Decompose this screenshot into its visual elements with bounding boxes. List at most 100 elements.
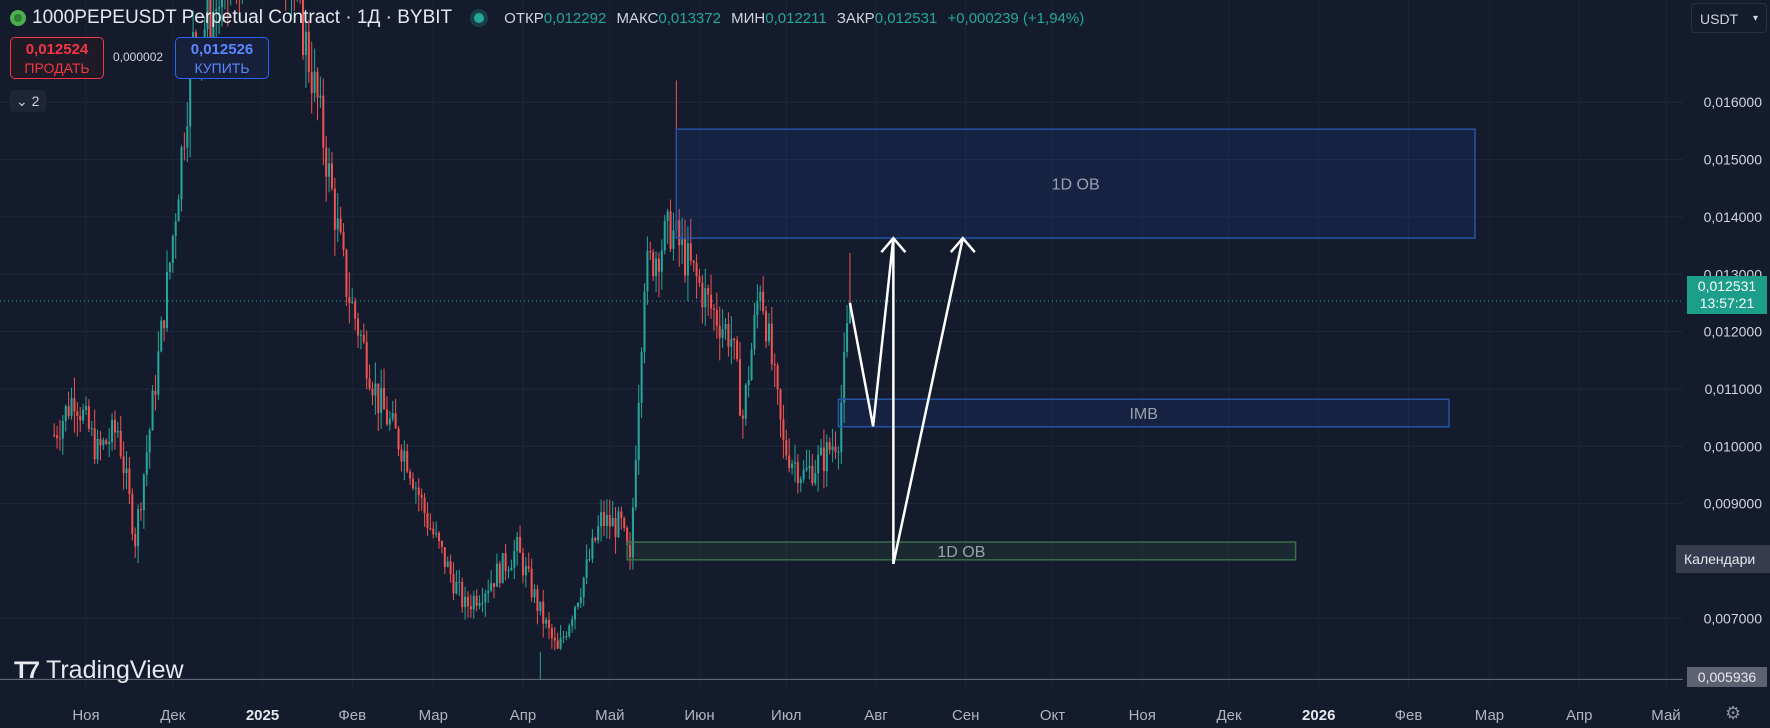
candle bbox=[116, 421, 119, 438]
ohlc-high-value: 0,013372 bbox=[658, 9, 721, 27]
candle bbox=[440, 540, 443, 554]
candle-body bbox=[131, 494, 134, 535]
candle bbox=[227, 0, 229, 27]
gear-icon[interactable]: ⚙ bbox=[1725, 703, 1742, 723]
candle bbox=[105, 438, 108, 445]
candle-body bbox=[180, 147, 183, 200]
candle bbox=[131, 488, 134, 541]
ohlc-low-value: 0,012211 bbox=[765, 9, 827, 27]
candle bbox=[785, 429, 788, 460]
buy-button[interactable]: 0,012526 КУПИТЬ bbox=[175, 37, 269, 79]
tradingview-logo[interactable]: T7 TradingView bbox=[14, 656, 184, 685]
candle-body bbox=[770, 323, 773, 365]
candle bbox=[362, 323, 365, 344]
candle-body bbox=[209, 0, 212, 40]
candle-body bbox=[76, 411, 79, 416]
candle-body bbox=[380, 387, 383, 413]
candle-body bbox=[640, 352, 643, 403]
candle bbox=[449, 554, 452, 583]
candle-body bbox=[759, 291, 762, 302]
market-status-icon[interactable] bbox=[474, 13, 485, 23]
candle bbox=[597, 515, 600, 544]
brand-name: TradingView bbox=[46, 656, 184, 684]
candle-body bbox=[487, 590, 490, 594]
candle bbox=[559, 624, 562, 651]
candle-body bbox=[698, 276, 701, 283]
candle bbox=[96, 429, 99, 465]
candle-body bbox=[145, 452, 148, 475]
candle-body bbox=[744, 385, 747, 419]
candle bbox=[524, 557, 527, 588]
price-tick: 0,011000 bbox=[1705, 381, 1763, 397]
candle bbox=[493, 583, 496, 599]
candle bbox=[160, 316, 163, 353]
candle-body bbox=[67, 406, 70, 416]
candle bbox=[681, 217, 684, 264]
calendar-button[interactable]: Календари bbox=[1676, 545, 1770, 573]
candle-body bbox=[793, 462, 796, 464]
candle bbox=[510, 559, 513, 571]
candle-body bbox=[843, 351, 846, 403]
sell-label: ПРОДАТЬ bbox=[24, 60, 90, 76]
candle bbox=[466, 591, 469, 618]
candle bbox=[623, 516, 626, 532]
candle bbox=[371, 381, 374, 406]
candle-body bbox=[406, 450, 409, 472]
candle bbox=[750, 342, 753, 382]
candle-body bbox=[400, 449, 403, 462]
candle bbox=[111, 413, 114, 451]
candle bbox=[220, 0, 224, 27]
candle bbox=[154, 374, 157, 411]
candle-body bbox=[443, 547, 446, 567]
candle-body bbox=[715, 309, 718, 326]
candle bbox=[498, 560, 501, 588]
candle-body bbox=[846, 323, 849, 352]
candle-body bbox=[183, 147, 186, 149]
candle bbox=[550, 623, 553, 649]
candle bbox=[304, 11, 307, 89]
candle bbox=[145, 435, 148, 487]
candle bbox=[180, 144, 183, 212]
candle bbox=[770, 306, 773, 371]
indicators-toggle-button[interactable]: ⌄ 2 bbox=[10, 90, 46, 112]
time-tick: Окт bbox=[1040, 707, 1065, 724]
candle-body bbox=[565, 636, 568, 638]
candle-body bbox=[151, 390, 154, 431]
ohlc-high-label: МАКС bbox=[616, 9, 659, 27]
price-tick: 0,010000 bbox=[1704, 438, 1763, 454]
candle-body bbox=[582, 577, 585, 597]
candle-body bbox=[177, 199, 180, 222]
candle-body bbox=[148, 430, 151, 453]
time-tick: Апр bbox=[1566, 707, 1592, 724]
candle bbox=[802, 459, 805, 483]
candle-body bbox=[588, 559, 591, 561]
sell-button[interactable]: 0,012524 ПРОДАТЬ bbox=[10, 37, 104, 79]
candle bbox=[174, 213, 177, 259]
candle bbox=[556, 632, 559, 650]
candle-body bbox=[307, 31, 310, 73]
candle-body bbox=[825, 442, 828, 472]
candle-body bbox=[652, 252, 655, 277]
candle-body bbox=[365, 341, 368, 379]
candle bbox=[825, 434, 828, 487]
chart-title[interactable]: 1000PEPEUSDT Perpetual Contract · 1Д · B… bbox=[32, 7, 453, 28]
candle-body bbox=[629, 544, 632, 558]
candle-body bbox=[142, 474, 145, 510]
ohlc-close-label: ЗАКР bbox=[836, 9, 875, 27]
candle bbox=[76, 401, 79, 437]
candle-body bbox=[695, 262, 698, 277]
ohlc-change: +0,000239 (+1,94%) bbox=[947, 9, 1085, 27]
candle-body bbox=[203, 29, 206, 43]
candle bbox=[310, 41, 313, 114]
candle bbox=[342, 223, 345, 257]
candle bbox=[793, 444, 796, 483]
candle-body bbox=[128, 468, 131, 495]
currency-select[interactable]: USDT ▾ bbox=[1691, 3, 1767, 33]
candle bbox=[328, 147, 331, 193]
candle bbox=[293, 0, 295, 11]
candle-body bbox=[811, 465, 814, 484]
candle-body bbox=[773, 364, 776, 366]
candle-body bbox=[304, 31, 307, 56]
candle bbox=[218, 0, 221, 35]
